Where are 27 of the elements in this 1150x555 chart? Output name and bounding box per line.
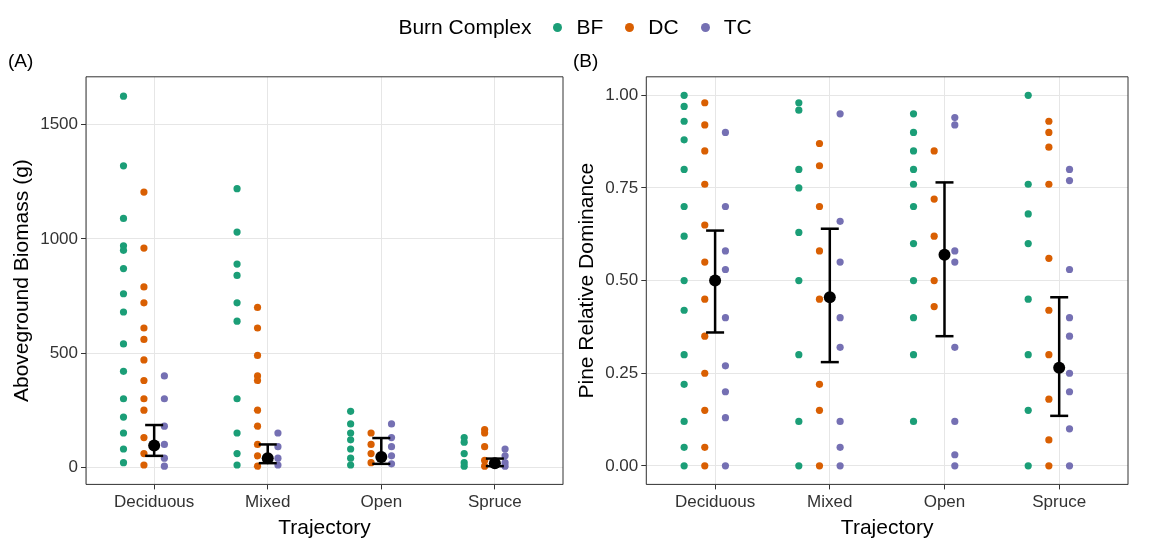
y-axis-title: Aboveground Biomass (g) [9, 159, 33, 402]
x-axis-title: Trajectory [278, 515, 372, 539]
y-tick-label: 1.00 [605, 85, 639, 105]
x-tick-label: Open [360, 492, 403, 512]
x-axis-title: Trajectory [840, 515, 934, 539]
x-tick-label: Spruce [1032, 492, 1087, 512]
x-tick-label: Open [923, 492, 966, 512]
y-tick-label: 0.50 [605, 270, 639, 290]
y-tick-label: 0 [68, 456, 79, 476]
y-tick-label: 500 [49, 342, 79, 362]
x-tick-label: Mixed [245, 492, 291, 512]
y-tick-label: 0.00 [605, 455, 639, 475]
x-tick-label: Deciduous [674, 492, 756, 512]
y-tick-label: 1000 [40, 228, 79, 248]
chart-title: (B) [573, 49, 599, 71]
legend-label: DC [648, 15, 679, 39]
chart-title: (A) [8, 49, 34, 71]
y-tick-label: 1500 [40, 114, 79, 134]
legend-title: Burn Complex [398, 15, 532, 39]
y-tick-label: 0.75 [605, 177, 639, 197]
y-axis-title: Pine Relative Dominance [574, 162, 598, 399]
legend-label: BF [576, 15, 604, 39]
x-tick-label: Deciduous [113, 492, 195, 512]
y-tick-label: 0.25 [605, 362, 639, 382]
x-tick-label: Mixed [807, 492, 853, 512]
legend-label: TC [723, 15, 752, 39]
x-tick-label: Spruce [467, 492, 522, 512]
